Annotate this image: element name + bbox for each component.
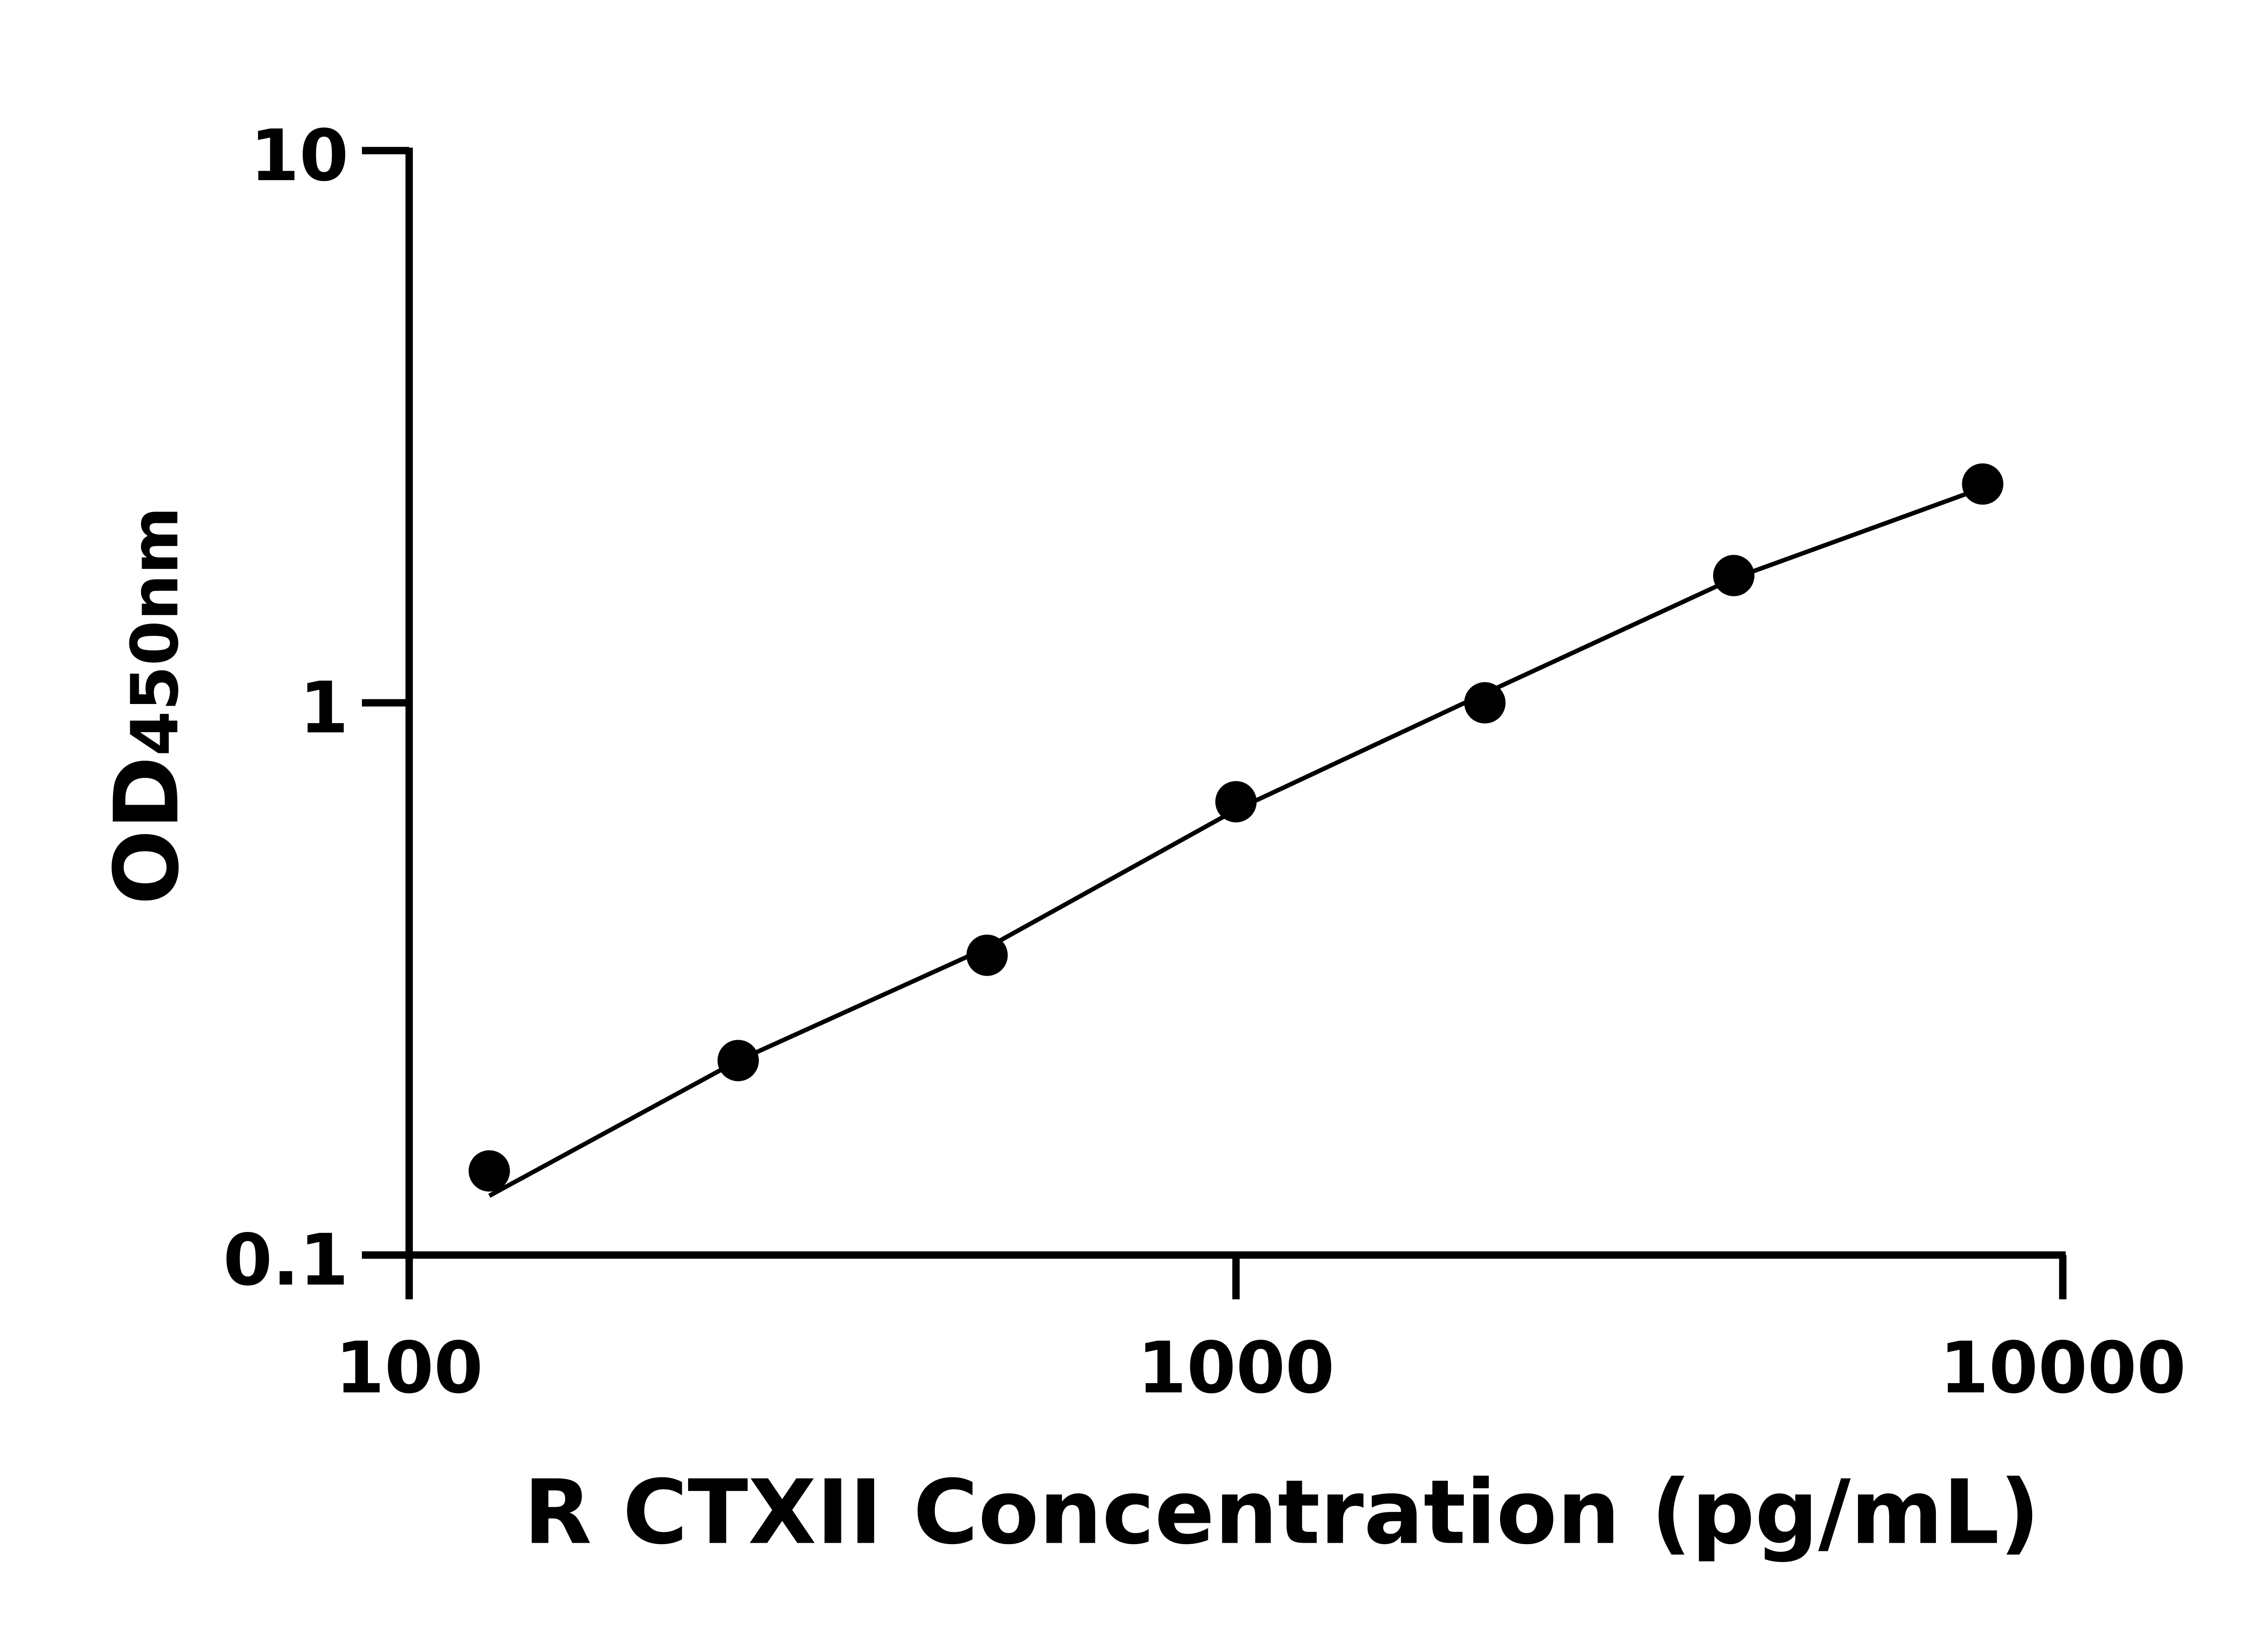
y-axis-label: OD450nm xyxy=(96,507,199,905)
y-axis-label-main: OD xyxy=(96,756,199,905)
y-tick-label: 0.1 xyxy=(223,1219,349,1301)
x-axis-label: R CTXII Concentration (pg/mL) xyxy=(523,1461,2040,1564)
data-point xyxy=(1713,555,1755,596)
data-point xyxy=(966,934,1008,976)
y-tick-label: 10 xyxy=(250,114,348,197)
y-tick-label: 1 xyxy=(299,666,349,749)
y-axis-label-sub: 450nm xyxy=(117,507,193,756)
axes xyxy=(362,147,2066,1263)
x-tick-label: 100 xyxy=(335,1326,483,1409)
fit-curve-line xyxy=(488,486,1984,1198)
data-point xyxy=(469,1150,510,1192)
x-tick-label: 10000 xyxy=(1940,1326,2186,1409)
data-point xyxy=(1464,682,1506,724)
data-point xyxy=(717,1040,759,1081)
x-tick-label: 1000 xyxy=(1137,1326,1334,1409)
data-point xyxy=(1215,781,1257,823)
data-point xyxy=(1962,463,2004,505)
